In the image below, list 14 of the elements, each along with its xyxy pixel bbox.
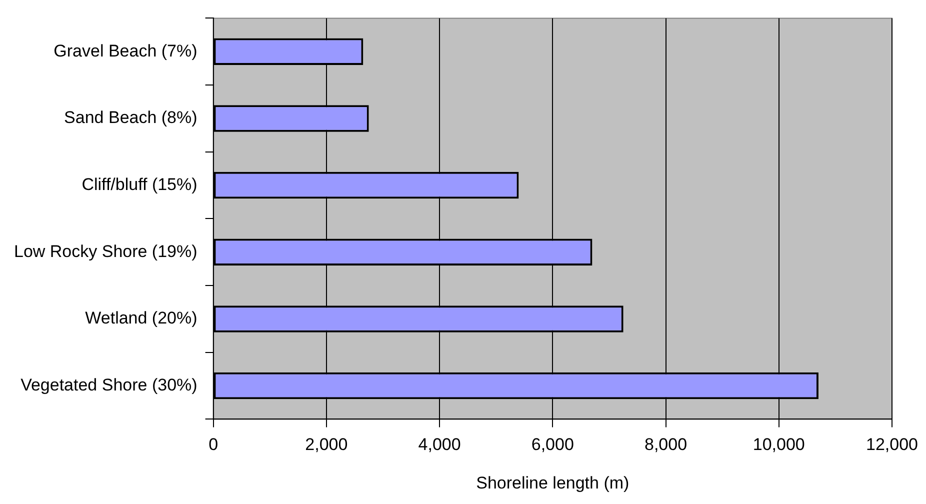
x-tick-label: 12,000 [866, 435, 918, 454]
x-tick-label: 0 [208, 435, 218, 454]
x-axis-title: Shoreline length (m) [476, 473, 630, 492]
x-tick-label: 8,000 [644, 435, 688, 454]
y-tick-label: Gravel Beach (7%) [54, 41, 198, 60]
y-tick-label: Cliff/bluff (15%) [82, 174, 198, 194]
y-tick-label: Wetland (20%) [85, 308, 198, 328]
y-tick-label: Vegetated Shore (30%) [20, 375, 198, 394]
y-tick-label: Sand Beach (8%) [64, 108, 198, 128]
x-tick-label: 10,000 [752, 435, 805, 454]
x-tick-label: 2,000 [305, 435, 348, 454]
y-tick-label: Low Rocky Shore (19%) [14, 242, 198, 261]
x-tick-label: 6,000 [531, 435, 574, 454]
x-tick-label: 4,000 [418, 435, 461, 454]
